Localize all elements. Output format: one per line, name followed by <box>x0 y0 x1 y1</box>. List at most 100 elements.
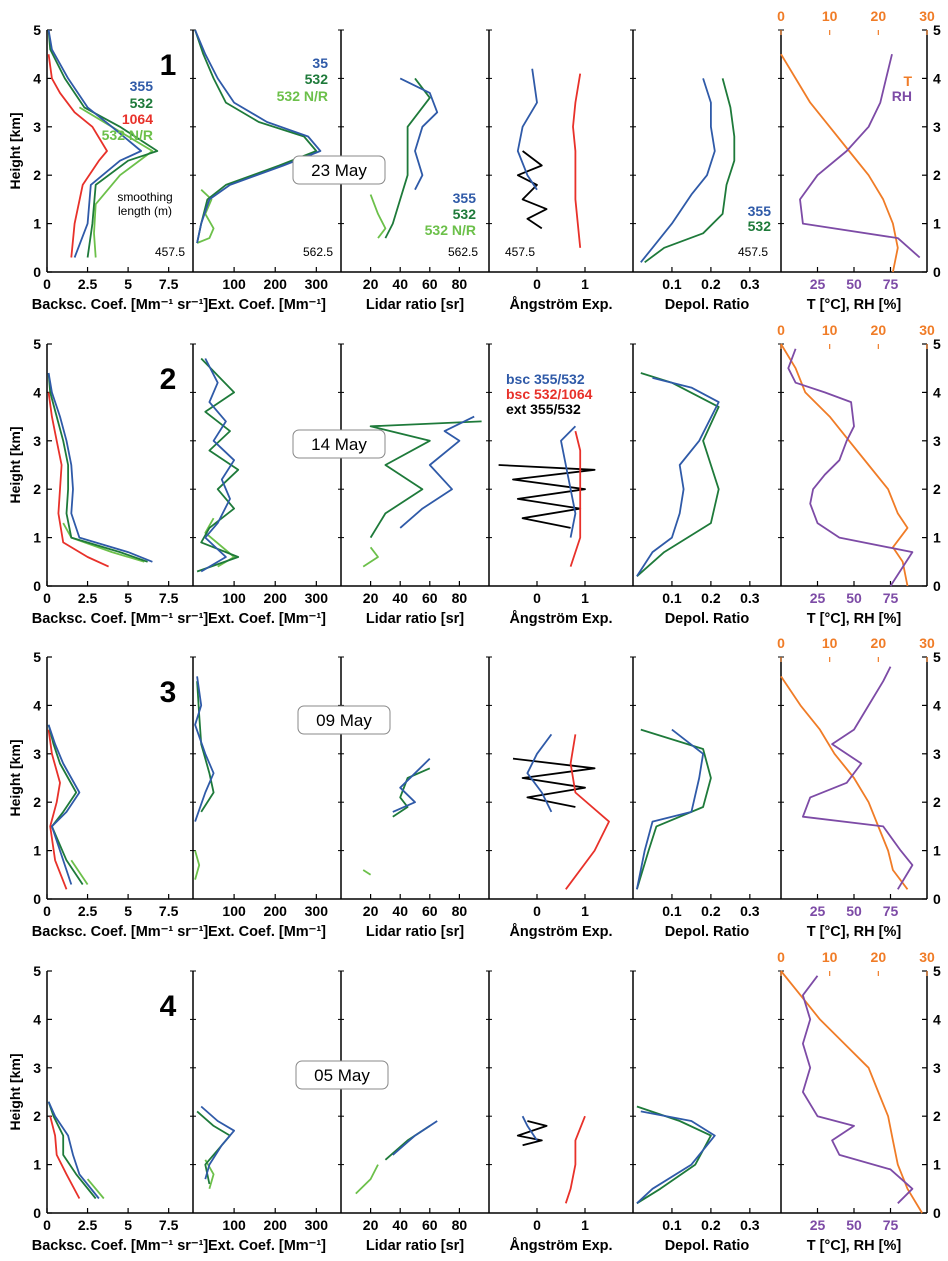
date-label: 05 May <box>314 1066 370 1085</box>
x-axis-title: Ext. Coef. [Mm⁻¹] <box>208 1238 326 1254</box>
y-tick-label-right: 4 <box>933 384 941 400</box>
x-axis-title: Lidar ratio [sr] <box>366 297 464 313</box>
x-tick-label: 0 <box>533 276 541 292</box>
x-tick-label: 7.5 <box>159 903 179 919</box>
legend-bsc-item: 355 <box>130 78 154 94</box>
legend-met-item: T <box>903 73 912 89</box>
x-axis-title: Lidar ratio [sr] <box>366 1238 464 1254</box>
dep-355-line <box>636 728 704 890</box>
ext-355-line <box>200 358 235 573</box>
ang-ext-355-532-line <box>512 757 596 808</box>
ext-532nr-line <box>194 850 201 880</box>
y-tick-label: 0 <box>33 578 41 594</box>
ang-bsc-532-1064-line <box>565 734 610 890</box>
x-axis-title: Backsc. Coef. [Mm⁻¹ sr⁻¹] <box>32 611 209 627</box>
x-tick-label: 100 <box>222 1217 246 1233</box>
y-axis-title: Height [km] <box>7 113 23 190</box>
row-number: 3 <box>160 676 177 709</box>
x-tick-label: 0 <box>533 1217 541 1233</box>
y-tick-label-right: 0 <box>933 578 941 594</box>
temperature-line <box>780 675 909 890</box>
row-number: 4 <box>160 990 177 1023</box>
y-tick-label: 0 <box>33 264 41 280</box>
x-tick-label: 20 <box>363 1217 379 1233</box>
smoothing-value: 457.5 <box>738 245 768 259</box>
lr-532nr-line <box>355 1164 379 1195</box>
x-axis-title: Depol. Ratio <box>665 924 750 940</box>
bsc-1064-line <box>49 1115 81 1199</box>
date-box <box>292 429 386 459</box>
lr-532nr-line <box>369 194 387 239</box>
x-tick-label: 0.2 <box>701 903 721 919</box>
bsc-532-line <box>47 724 84 886</box>
dep-532-line <box>636 728 712 890</box>
x-tick-label: 0.1 <box>662 903 682 919</box>
legend-ext-item: 532 <box>305 71 329 87</box>
temp-tick-label: 20 <box>871 949 887 965</box>
rh-line <box>802 975 914 1204</box>
x-tick-label: 40 <box>392 903 408 919</box>
x-tick-label: 0.3 <box>740 1217 760 1233</box>
lr-355-line <box>392 1120 438 1156</box>
ang-bsc-532-1064-line <box>569 430 582 567</box>
ang-bsc-532-1064-line <box>572 73 582 248</box>
rh-line <box>799 53 921 259</box>
x-tick-label: 2.5 <box>78 276 98 292</box>
y-axis-title: Height [km] <box>7 1054 23 1131</box>
smoothing-label: length (m) <box>118 204 172 218</box>
x-tick-label: 300 <box>305 590 329 606</box>
ang-ext-355-532-line <box>516 150 548 230</box>
row-number: 2 <box>160 363 177 396</box>
x-tick-label: 300 <box>305 276 329 292</box>
bsc-532-line <box>47 372 148 563</box>
x-tick-label: 300 <box>305 1217 329 1233</box>
y-tick-label: 2 <box>33 794 41 810</box>
y-tick-label-right: 1 <box>933 530 941 546</box>
date-box <box>292 155 386 185</box>
dep-355-line <box>636 377 720 577</box>
dep-532-line <box>644 78 736 264</box>
bsc-355-line <box>47 724 81 885</box>
ext-532-line <box>196 357 240 573</box>
y-tick-label: 5 <box>33 649 41 665</box>
dep-355-line <box>640 78 716 263</box>
x-tick-label: 40 <box>392 590 408 606</box>
temp-tick-label: 10 <box>822 322 838 338</box>
ang-bsc-355-532-line <box>516 68 538 191</box>
y-tick-label: 2 <box>33 1108 41 1124</box>
bsc-532nr-line <box>70 859 89 886</box>
y-tick-label: 1 <box>33 843 41 859</box>
x-tick-label: 5 <box>124 590 132 606</box>
y-tick-label-right: 4 <box>933 1011 941 1027</box>
x-axis-title: Lidar ratio [sr] <box>366 924 464 940</box>
bsc-532nr-line <box>86 1178 105 1200</box>
x-tick-label: 80 <box>452 276 468 292</box>
temp-tick-label: 0 <box>777 635 785 651</box>
x-tick-label: 0.3 <box>740 276 760 292</box>
y-tick-label-right: 3 <box>933 746 941 762</box>
x-tick-label: 80 <box>452 903 468 919</box>
y-tick-label-right: 5 <box>933 22 941 38</box>
x-tick-label: 25 <box>810 590 826 606</box>
x-tick-label: 200 <box>264 590 288 606</box>
lr-355-line <box>399 415 475 529</box>
legend-ang-item: ext 355/532 <box>506 401 581 417</box>
x-tick-label: 40 <box>392 1217 408 1233</box>
x-tick-label: 0.3 <box>740 590 760 606</box>
bsc-1064-line <box>47 54 108 258</box>
y-tick-label-right: 2 <box>933 167 941 183</box>
lr-355-line <box>399 77 439 191</box>
dep-355-line <box>636 1110 716 1204</box>
x-tick-label: 0 <box>43 1217 51 1233</box>
y-tick-label: 4 <box>33 70 41 86</box>
ang-bsc-532-1064-line <box>564 1115 586 1204</box>
x-tick-label: 80 <box>452 1217 468 1233</box>
x-tick-label: 25 <box>810 1217 826 1233</box>
x-tick-label: 40 <box>392 276 408 292</box>
bsc-355-line <box>47 372 153 563</box>
x-axis-title: T [°C], RH [%] <box>807 1238 902 1254</box>
x-tick-label: 5 <box>124 276 132 292</box>
x-axis-title: Depol. Ratio <box>665 611 750 627</box>
